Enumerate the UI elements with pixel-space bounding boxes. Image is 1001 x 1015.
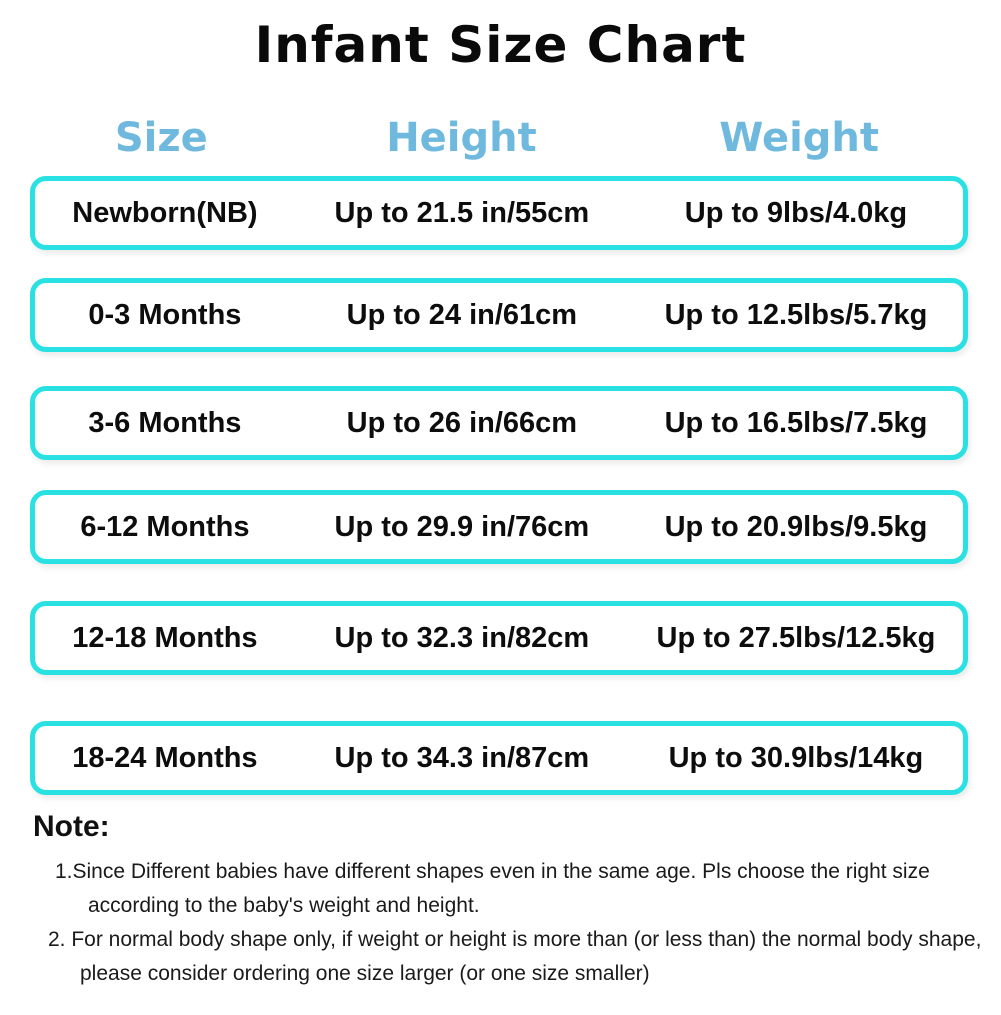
column-header-weight: Weight: [719, 115, 880, 161]
weight-cell: Up to 12.5lbs/5.7kg: [664, 298, 928, 331]
page-title: Infant Size Chart: [254, 16, 747, 74]
size-cell: Newborn(NB): [72, 196, 258, 229]
column-header-height: Height: [386, 115, 537, 161]
note-item-2-line-1: 2. For normal body shape only, if weight…: [48, 928, 982, 951]
size-cell: 6-12 Months: [80, 510, 250, 543]
infant-size-chart-page: Infant Size Chart Size Height Weight New…: [0, 14, 1001, 991]
weight-cell: Up to 20.9lbs/9.5kg: [664, 510, 928, 543]
note-item-1-line-1: 1.Since Different babies have different …: [55, 860, 930, 883]
table-row-0-3-months: 0-3 Months Up to 24 in/61cm Up to 12.5lb…: [30, 278, 968, 352]
size-cell: 0-3 Months: [88, 298, 242, 331]
size-cell: 3-6 Months: [88, 406, 242, 439]
column-header-size: Size: [114, 115, 208, 161]
note-heading: Note:: [33, 810, 110, 843]
weight-cell: Up to 30.9lbs/14kg: [668, 741, 924, 774]
height-cell: Up to 24 in/61cm: [346, 298, 578, 331]
table-row-6-12-months: 6-12 Months Up to 29.9 in/76cm Up to 20.…: [30, 490, 968, 564]
height-cell: Up to 26 in/66cm: [346, 406, 578, 439]
table-row-12-18-months: 12-18 Months Up to 32.3 in/82cm Up to 27…: [30, 601, 968, 675]
weight-cell: Up to 27.5lbs/12.5kg: [656, 621, 936, 654]
height-cell: Up to 34.3 in/87cm: [334, 741, 590, 774]
size-cell: 18-24 Months: [72, 741, 258, 774]
note-item-2-line-2: please consider ordering one size larger…: [80, 962, 650, 985]
size-cell: 12-18 Months: [72, 621, 258, 654]
table-row-3-6-months: 3-6 Months Up to 26 in/66cm Up to 16.5lb…: [30, 386, 968, 460]
note-item-1-line-2: according to the baby's weight and heigh…: [88, 894, 480, 917]
note-section: Note: 1.Since Different babies have diff…: [0, 809, 1001, 991]
height-cell: Up to 32.3 in/82cm: [334, 621, 590, 654]
table-row-newborn: Newborn(NB) Up to 21.5 in/55cm Up to 9lb…: [30, 176, 968, 250]
table-header-row: Size Height Weight: [30, 110, 968, 166]
height-cell: Up to 21.5 in/55cm: [334, 196, 590, 229]
height-cell: Up to 29.9 in/76cm: [334, 510, 590, 543]
weight-cell: Up to 9lbs/4.0kg: [684, 196, 908, 229]
weight-cell: Up to 16.5lbs/7.5kg: [664, 406, 928, 439]
table-row-18-24-months: 18-24 Months Up to 34.3 in/87cm Up to 30…: [30, 721, 968, 795]
